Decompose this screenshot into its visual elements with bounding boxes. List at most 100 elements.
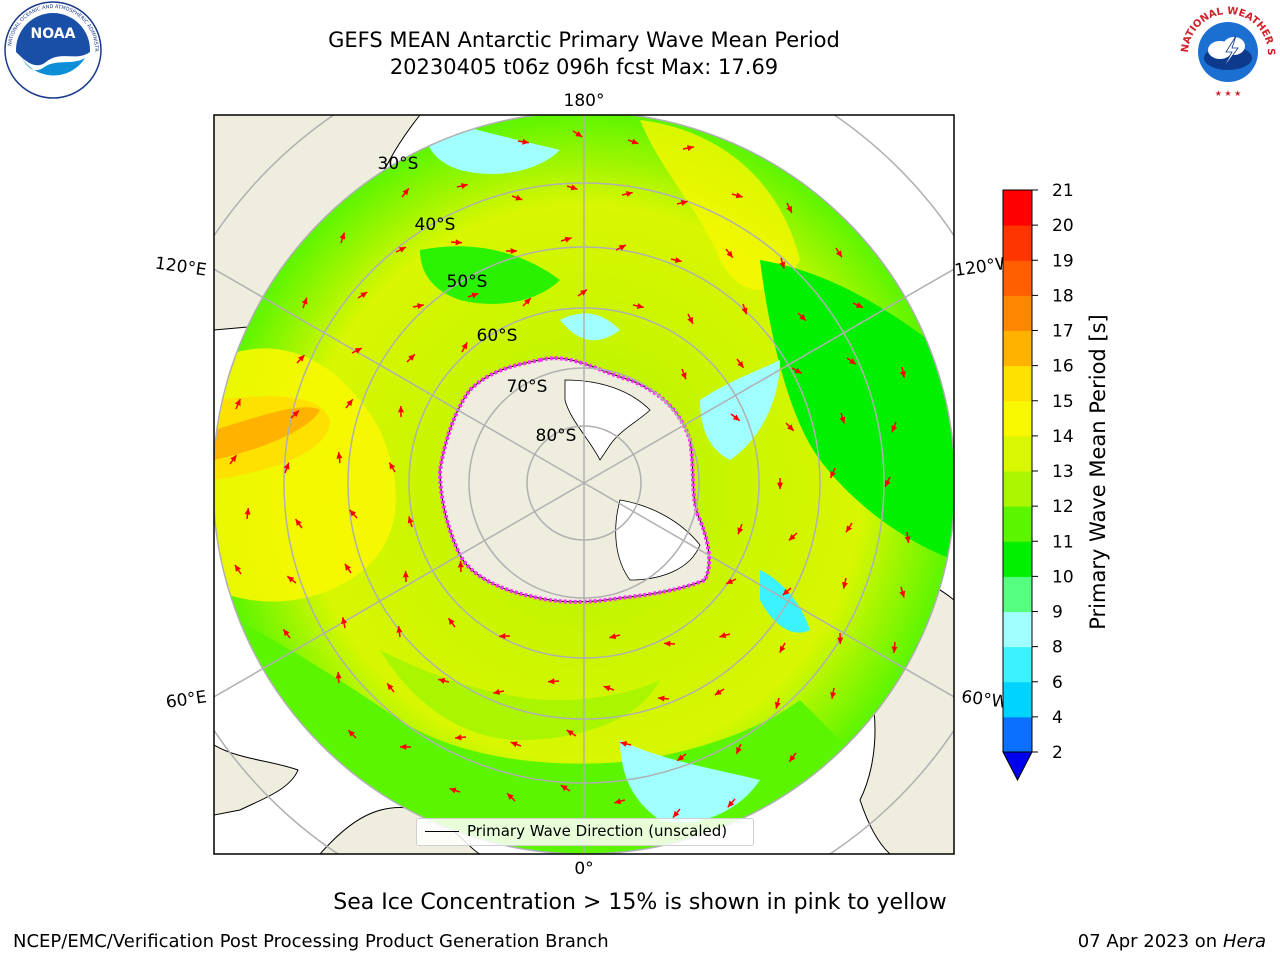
colorbar-tick-label: 19 [1052, 251, 1074, 271]
wave-arrow-head [570, 184, 578, 191]
wave-arrow-head [786, 205, 792, 213]
wave-arrow-head [493, 688, 500, 695]
wave-arrow-head [400, 743, 407, 750]
wave-arrow-head [566, 730, 574, 737]
wave-arrow-head [736, 746, 742, 754]
wave-arrow-head [346, 399, 353, 407]
wave-arrow-head [737, 527, 744, 535]
colorbar-block [1003, 330, 1032, 367]
footer-credit: NCEP/EMC/Verification Post Processing Pr… [13, 931, 609, 952]
wave-arrow-head [524, 298, 531, 305]
colorbar-block [1003, 295, 1032, 331]
wave-arrow-head [349, 509, 357, 517]
wave-arrow-head [283, 462, 290, 470]
colorbar-ticks: 2 4 6 8 9 10 11 12 13 14 15 16 17 18 19 20 21 [1032, 181, 1074, 763]
colorbar-block [1003, 646, 1032, 683]
wave-arrow-head [674, 257, 682, 264]
wave-arrow-head [398, 247, 406, 253]
lon-label-bottom: 0° [574, 859, 593, 879]
wave-arrow-head [408, 354, 415, 361]
wave-arrow-head [283, 629, 290, 637]
colorbar-tick-label: 6 [1052, 673, 1063, 693]
wave-arrow-head [564, 236, 572, 243]
colorbar-tick-label: 20 [1052, 216, 1074, 236]
wave-arrow-head [387, 683, 394, 691]
wave-arrow-head [849, 358, 857, 365]
colorbar-tick-label: 2 [1052, 743, 1063, 763]
wave-arrow-head [891, 425, 898, 433]
colorbar-tick-label: 4 [1052, 708, 1063, 728]
wave-arrow-head [397, 406, 404, 413]
wave-arrow-head [799, 314, 806, 321]
wave-arrow-head [461, 342, 468, 350]
lat-label-60s: 60°S [477, 326, 518, 346]
wave-arrow-head [348, 730, 355, 737]
colorbar-block [1003, 190, 1032, 226]
svg-text:★ ★ ★: ★ ★ ★ [1215, 89, 1242, 98]
wave-arrow-head [719, 632, 727, 639]
wave-arrow-head [789, 754, 796, 762]
wave-arrow-head [841, 581, 848, 589]
wave-arrow-head [344, 563, 351, 571]
wave-arrow-head [787, 424, 794, 431]
wave-arrow-head [301, 297, 308, 305]
nws-logo: NATIONAL WEATHER SERVICE ★ ★ ★ [1176, 0, 1277, 99]
footer-date-text: 07 Apr 2023 on [1077, 931, 1223, 952]
lat-label-30s: 30°S [378, 154, 419, 174]
wave-arrow-head [510, 247, 517, 255]
wave-arrow-head [631, 138, 639, 145]
wave-arrow-head [774, 701, 781, 709]
wave-arrow-head [677, 754, 685, 761]
wave-arrow-head [687, 145, 694, 152]
colorbar-tick-label: 13 [1052, 462, 1074, 482]
wave-arrow-head [714, 689, 722, 696]
wave-arrow-head [457, 561, 464, 568]
colorbar-tick-label: 16 [1052, 357, 1074, 377]
footer-machine: Hera [1222, 931, 1266, 952]
wave-arrow-head [726, 250, 733, 258]
wave-arrow-head [438, 677, 446, 684]
lat-label-40s: 40°S [415, 215, 456, 235]
colorbar-tick-label: 18 [1052, 286, 1074, 306]
wave-arrow-head [794, 367, 802, 374]
wave-arrow-head [680, 199, 688, 206]
wave-arrow-head [625, 190, 633, 197]
wave-arrow-head [779, 261, 786, 269]
wave-arrow-head [830, 692, 837, 699]
colorbar-block [1003, 471, 1032, 507]
wave-arrow-head [295, 519, 302, 526]
wave-arrow-head [899, 370, 906, 378]
wave-arrow-head [741, 307, 748, 315]
colorbar-blocks [1002, 189, 1033, 782]
colorbar-tick-label: 9 [1052, 603, 1063, 623]
lon-label-top: 180° [564, 91, 605, 111]
wave-arrow-head [455, 734, 462, 741]
colorbar-tick-label: 11 [1052, 532, 1074, 552]
wave-arrow-head [417, 303, 424, 310]
wave-arrow-head [732, 414, 740, 421]
wave-arrow-head [244, 508, 251, 515]
colorbar-block [1003, 400, 1032, 437]
noaa-logo-text: NOAA [31, 26, 76, 42]
colorbar-tick-label: 17 [1052, 322, 1074, 342]
wave-arrow-head [782, 588, 790, 596]
wave-arrow-head [360, 292, 368, 299]
wave-arrow-head [904, 536, 911, 543]
wave-arrow-head [449, 787, 457, 794]
colorbar-label: Primary Wave Mean Period [s] [1086, 314, 1110, 630]
colorbar-block [1003, 435, 1032, 472]
wave-arrow-head [580, 289, 587, 296]
wave-arrow-head [560, 785, 568, 792]
wave-arrow-head [336, 452, 343, 459]
wave-arrow-head [779, 645, 786, 653]
wave-arrow-head [673, 810, 680, 818]
graticule [214, 115, 954, 854]
wave-arrow-head [341, 617, 348, 625]
wave-arrow-head [335, 672, 342, 679]
lat-label-80s: 80°S [536, 426, 577, 446]
wave-arrow-head [499, 633, 506, 640]
wave-direction-arrows [229, 130, 911, 818]
legend-line-sample [425, 831, 459, 832]
noaa-logo: NOAA NATIONAL OCEANIC AND ATMOSPHERIC AD… [1, 0, 102, 99]
